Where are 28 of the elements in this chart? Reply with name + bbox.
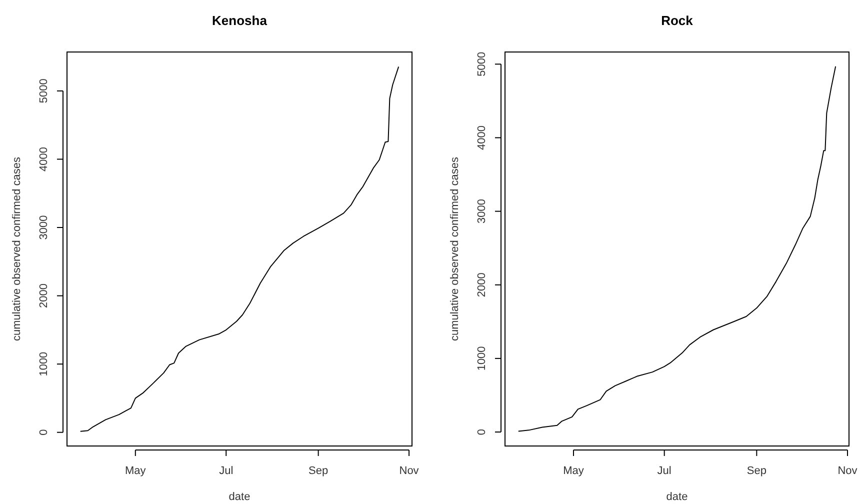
y-axis-title: cumulative observed confirmed cases (11, 156, 23, 342)
chart-title: Rock (661, 13, 694, 28)
y-tick-label: 5000 (38, 78, 50, 104)
x-tick-label: Sep (746, 464, 766, 477)
y-tick-label: 1000 (476, 346, 488, 371)
y-tick-label: 4000 (38, 146, 50, 172)
x-tick-label: Jul (657, 464, 672, 477)
y-tick-label: 2000 (38, 284, 50, 308)
y-axis-title: cumulative observed confirmed cases (449, 156, 461, 342)
x-tick-label: May (563, 464, 584, 477)
y-tick-label: 3000 (476, 199, 488, 224)
y-tick-label: 5000 (476, 52, 488, 76)
x-axis-title: date (666, 491, 688, 503)
y-tick-label: 1000 (38, 352, 50, 376)
y-tick-label: 0 (476, 428, 488, 436)
x-tick-label: May (125, 464, 146, 477)
x-tick-label: Nov (838, 464, 858, 477)
x-tick-label: Sep (308, 464, 328, 477)
y-tick-label: 4000 (476, 125, 488, 150)
y-tick-label: 3000 (38, 215, 50, 240)
x-tick-label: Nov (399, 464, 420, 477)
x-tick-label: Jul (219, 464, 234, 477)
line-series (518, 66, 836, 432)
chart-title: Kenosha (212, 13, 268, 28)
y-tick-label: 2000 (476, 272, 488, 298)
x-axis-title: date (228, 491, 250, 503)
line-series (80, 66, 400, 432)
y-tick-label: 0 (38, 429, 50, 436)
